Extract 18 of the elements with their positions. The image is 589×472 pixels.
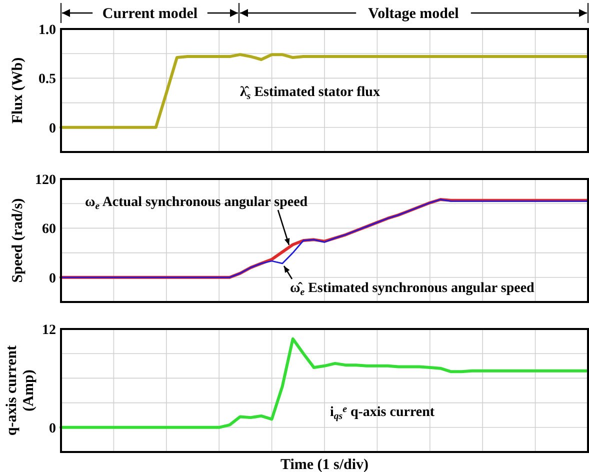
y-tick-label: 12 (42, 322, 56, 338)
series-label: ω̂$_{e}$ Estimated synchronous angular speed (290, 281, 535, 298)
y-tick-label: 0 (49, 421, 56, 436)
text: Current model (102, 6, 198, 22)
text: ω$_{e}$ Actual synchronous angular speed (85, 195, 308, 212)
y-tick-label: 0 (49, 271, 56, 286)
text: Voltage model (368, 6, 459, 22)
text: λ̂$_{s}$ Estimated stator flux (240, 85, 380, 102)
y-tick-label: 60 (42, 222, 56, 238)
text: i$_{qs}$$^{e}$ q-axis current (330, 404, 435, 422)
y-tick-label: 0 (49, 121, 56, 136)
y-axis-title: Speed (rad/s) (10, 198, 26, 283)
x-axis-title: Time (1 s/div) (280, 457, 369, 472)
y-axis-title: Flux (Wb) (10, 57, 26, 124)
y-axis-title: q-axis current (Amp) (4, 345, 37, 436)
y-tick-label: 0.5 (38, 72, 56, 88)
y-tick-label: 120 (35, 172, 56, 188)
y-tick-label: 1.0 (38, 22, 56, 38)
